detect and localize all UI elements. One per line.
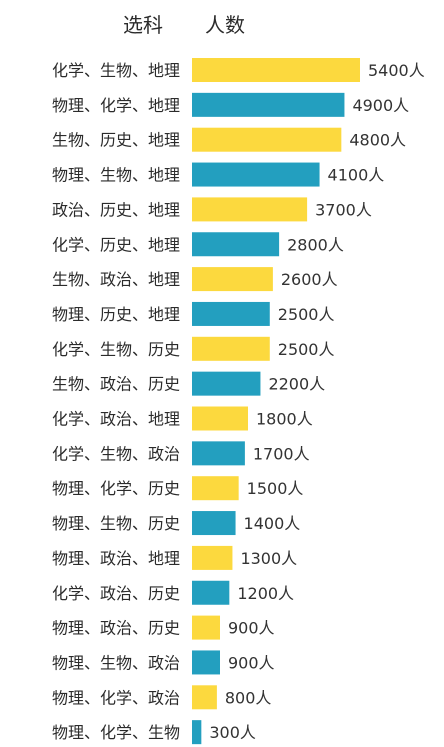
bar [192, 406, 248, 431]
bar [192, 267, 273, 292]
bar [192, 720, 202, 745]
bar [192, 545, 233, 570]
bar [192, 336, 270, 361]
category-label: 物理、历史、地理 [52, 305, 180, 324]
category-label: 物理、生物、地理 [52, 166, 180, 185]
value-label: 4800人 [349, 131, 406, 150]
category-label: 政治、历史、地理 [52, 200, 180, 219]
bar [192, 476, 239, 501]
bar [192, 615, 220, 640]
category-label: 生物、政治、历史 [52, 375, 180, 394]
category-label: 物理、政治、历史 [52, 619, 180, 638]
bar [192, 197, 308, 222]
category-label: 化学、历史、地理 [52, 235, 180, 254]
value-label: 900人 [228, 653, 275, 672]
value-label: 1800人 [256, 410, 313, 429]
category-label: 物理、生物、政治 [52, 653, 180, 672]
bar [192, 685, 217, 710]
value-label: 800人 [225, 688, 272, 707]
category-header: 选科 [123, 13, 163, 37]
category-label: 物理、化学、生物 [52, 723, 180, 742]
category-label: 生物、政治、地理 [52, 270, 180, 289]
value-label: 5400人 [368, 61, 425, 80]
category-label: 化学、生物、地理 [52, 61, 180, 80]
category-label: 化学、生物、政治 [52, 444, 180, 463]
bar [192, 162, 320, 187]
category-label: 物理、化学、地理 [52, 96, 180, 115]
value-label: 2500人 [278, 305, 335, 324]
category-label: 化学、生物、历史 [52, 340, 180, 359]
bar [192, 580, 230, 605]
category-label: 化学、政治、历史 [52, 584, 180, 603]
value-header: 人数 [205, 13, 245, 37]
value-label: 4100人 [328, 166, 385, 185]
bar [192, 301, 270, 326]
value-label: 3700人 [315, 200, 372, 219]
value-label: 1200人 [237, 584, 294, 603]
value-label: 1400人 [244, 514, 301, 533]
category-label: 物理、政治、地理 [52, 549, 180, 568]
value-label: 1500人 [247, 479, 304, 498]
bar [192, 441, 245, 466]
value-label: 900人 [228, 619, 275, 638]
bar [192, 232, 280, 257]
bar [192, 650, 220, 675]
bar [192, 511, 236, 536]
category-label: 物理、生物、历史 [52, 514, 180, 533]
value-label: 2600人 [281, 270, 338, 289]
value-label: 300人 [209, 723, 256, 742]
category-label: 化学、政治、地理 [52, 410, 180, 429]
value-label: 4900人 [352, 96, 409, 115]
bar [192, 58, 360, 82]
bar [192, 371, 261, 396]
value-label: 2500人 [278, 340, 335, 359]
value-label: 1700人 [253, 444, 310, 463]
category-label: 物理、化学、历史 [52, 479, 180, 498]
value-label: 2800人 [287, 235, 344, 254]
value-label: 2200人 [268, 375, 325, 394]
bar [192, 92, 345, 117]
value-label: 1300人 [240, 549, 297, 568]
category-label: 生物、历史、地理 [52, 131, 180, 150]
category-label: 物理、化学、政治 [52, 688, 180, 707]
bar [192, 127, 342, 152]
